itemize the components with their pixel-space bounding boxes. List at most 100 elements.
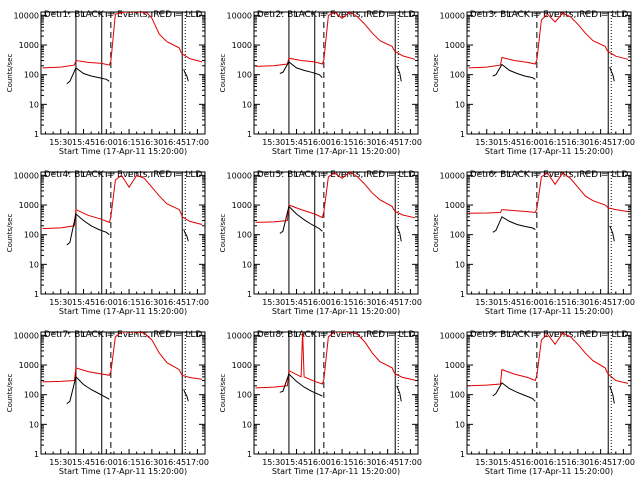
y-tick-label: 100: [450, 231, 465, 240]
x-tick-label: 15:30: [262, 458, 285, 467]
y-tick-label: 1: [247, 290, 252, 299]
y-tick-label: 10: [242, 420, 252, 429]
panel-det-9: Det 9: BLACK = Events, RED = LLD 1 10 100 10…: [432, 330, 635, 476]
y-axis-label: Counts/sec: [6, 374, 14, 413]
y-tick-label: 1000: [19, 41, 39, 50]
x-tick-label: 15:45: [498, 298, 521, 307]
x-tick-label: 16:45: [163, 138, 186, 147]
y-axis-label: Counts/sec: [432, 54, 440, 93]
y-axis-label: Counts/sec: [219, 214, 227, 253]
panel-det-6: Det 6: BLACK = Events, RED = LLD11010010…: [432, 170, 635, 316]
x-tick-label: 15:45: [72, 138, 95, 147]
x-tick-label: 16:00: [95, 298, 118, 307]
y-tick-label: 10: [455, 420, 465, 429]
lld-series-line: [255, 172, 416, 223]
plot-frame: [253, 11, 419, 135]
events-series-line: [279, 373, 323, 397]
x-tick-label: 16:00: [95, 138, 118, 147]
x-tick-label: 15:30: [475, 138, 498, 147]
y-tick-label: 1000: [19, 361, 39, 370]
y-tick-label: 100: [24, 71, 39, 80]
panel-det-1: Det 1: BLACK = Events, RED = LLD 1 10 100 10…: [6, 10, 209, 156]
y-tick-label: 1: [34, 450, 39, 459]
x-tick-label: 15:30: [475, 458, 498, 467]
y-tick-label: 1: [460, 450, 465, 459]
lld-series-line: [468, 12, 629, 69]
events-series-line: [66, 375, 110, 405]
y-tick-label: 1000: [445, 201, 465, 210]
y-tick-label: 100: [450, 391, 465, 400]
y-tick-label: 10000: [14, 331, 39, 340]
x-tick-label: 17:00: [612, 298, 635, 307]
y-tick-label: 1: [460, 130, 465, 139]
y-tick-label: 10000: [440, 11, 465, 20]
y-tick-label: 10: [242, 100, 252, 109]
y-tick-label: 10: [455, 100, 465, 109]
y-tick-label: 1: [247, 130, 252, 139]
x-tick-label: 15:30: [49, 298, 72, 307]
panel-title: Det 3: BLACK = Events, RED = LLD: [470, 10, 629, 20]
events-tail-line: [396, 385, 402, 402]
y-tick-label: 1000: [232, 41, 252, 50]
y-axis-label: Counts/sec: [219, 54, 227, 93]
x-axis-label: Start Time (17-Apr-11 15:20:00): [485, 147, 613, 156]
x-tick-label: 16:15: [544, 138, 567, 147]
x-tick-label: 15:45: [285, 458, 308, 467]
x-tick-label: 16:15: [331, 138, 354, 147]
x-tick-label: 16:00: [95, 458, 118, 467]
x-tick-label: 15:30: [49, 138, 72, 147]
y-tick-label: 10000: [227, 11, 252, 20]
x-tick-label: 15:45: [498, 458, 521, 467]
x-tick-label: 16:45: [376, 298, 399, 307]
y-tick-label: 10000: [440, 171, 465, 180]
y-tick-label: 100: [450, 71, 465, 80]
panel-title: Det 7: BLACK = Events, RED = LLD: [44, 330, 203, 340]
y-axis-label: Counts/sec: [432, 214, 440, 253]
x-tick-label: 16:30: [140, 138, 163, 147]
x-tick-label: 17:00: [399, 458, 422, 467]
panel-det-5: Det 5: BLACK = Events, RED = LLD 1 10 100 10…: [219, 170, 422, 316]
events-tail-line: [609, 225, 615, 242]
plot-frame: [253, 171, 419, 295]
plot-frame: [466, 11, 632, 135]
panel-det-8: Det 8: BLACK = Events, RED = LLD 1 10 100 10…: [219, 330, 422, 476]
events-series-line: [279, 61, 323, 78]
events-tail-line: [396, 225, 402, 242]
events-tail-line: [609, 385, 615, 404]
y-tick-label: 10000: [227, 331, 252, 340]
events-series-line: [492, 63, 536, 80]
lld-series-line: [468, 172, 629, 214]
x-tick-label: 16:45: [589, 298, 612, 307]
x-tick-label: 16:00: [308, 138, 331, 147]
y-tick-label: 10: [29, 260, 39, 269]
y-tick-label: 10000: [227, 171, 252, 180]
y-tick-label: 1000: [445, 41, 465, 50]
y-tick-label: 10000: [14, 11, 39, 20]
y-axis-label: Counts/sec: [219, 374, 227, 413]
x-tick-label: 15:30: [262, 138, 285, 147]
events-series-line: [492, 382, 536, 402]
y-tick-label: 100: [237, 71, 252, 80]
y-tick-label: 1: [34, 130, 39, 139]
x-tick-label: 16:15: [331, 458, 354, 467]
x-tick-label: 17:00: [612, 138, 635, 147]
x-axis-label: Start Time (17-Apr-11 15:20:00): [272, 467, 400, 476]
plot-frame: [466, 331, 632, 455]
lld-series-line: [468, 332, 629, 387]
x-tick-label: 16:45: [163, 298, 186, 307]
x-tick-label: 16:30: [353, 458, 376, 467]
x-tick-label: 15:45: [285, 138, 308, 147]
x-tick-label: 16:15: [331, 298, 354, 307]
x-axis-label: Start Time (17-Apr-11 15:20:00): [59, 147, 187, 156]
events-series-line: [66, 213, 110, 246]
x-tick-label: 16:00: [521, 298, 544, 307]
plot-frame: [40, 11, 206, 135]
y-axis-label: Counts/sec: [6, 214, 14, 253]
lld-series-line: [255, 332, 416, 389]
panel-det-7: Det 7: BLACK = Events, RED = LLD 1 10 100 10…: [6, 330, 209, 476]
x-axis-label: Start Time (17-Apr-11 15:20:00): [485, 307, 613, 316]
y-tick-label: 100: [24, 391, 39, 400]
plot-frame: [40, 171, 206, 295]
x-tick-label: 16:30: [566, 138, 589, 147]
y-axis-label: Counts/sec: [432, 374, 440, 413]
